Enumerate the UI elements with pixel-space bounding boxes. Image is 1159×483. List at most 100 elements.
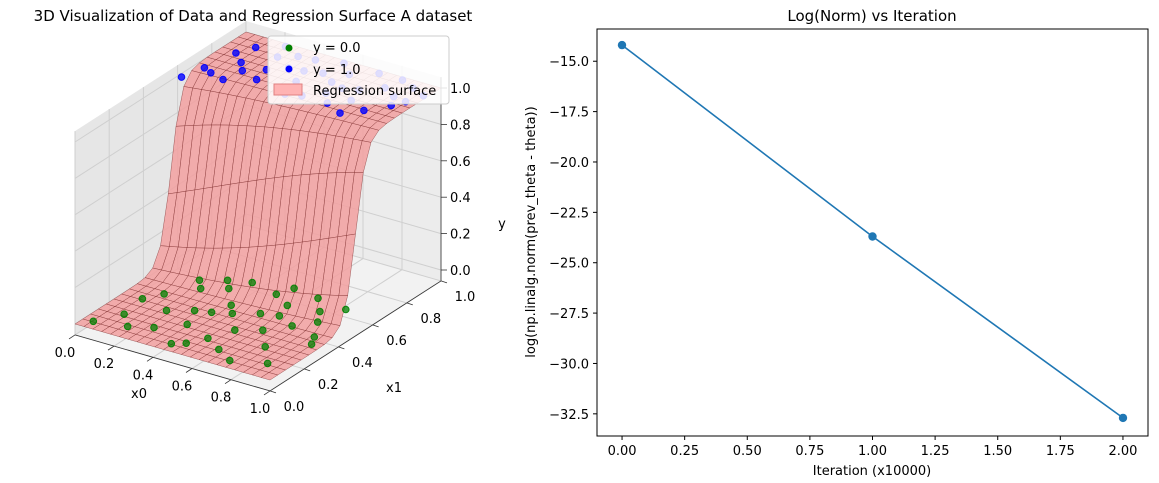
point-class0: [227, 301, 235, 310]
x0-tick: [107, 345, 115, 351]
x-tick-label: 0.00: [608, 444, 637, 459]
legend-label-class0: y = 0.0: [313, 41, 361, 56]
x0-tick-label: 0.0: [55, 346, 76, 361]
x0-tick-label: 0.4: [133, 368, 154, 383]
point-class0: [261, 343, 270, 351]
chart-2d-ticks: 0.00 0.25 0.50 0.75 1.00 1.25 1.50 1.75 2.00 −15.…: [549, 55, 1137, 459]
point-class1: [251, 43, 260, 52]
point-class0: [275, 312, 284, 320]
point-class0: [290, 284, 298, 293]
y-tick-label: −15.0: [549, 55, 589, 70]
chart-3d-axes: 0.0 0.2 0.4 0.6 0.8 1.0 0.0 0.2 0.4 0.6 0.8 1.0 0.0 0…: [55, 77, 476, 417]
x1-axis-line: [269, 280, 442, 392]
x-tick-label: 1.00: [858, 444, 887, 459]
legend-frame: [267, 35, 450, 105]
point-class0: [182, 339, 190, 348]
chart-3d: 3D Visualization of Data and Regression …: [34, 7, 506, 417]
x1-tick: [440, 280, 448, 284]
x0-tick-label: 0.2: [94, 357, 115, 372]
z-tick-label: 0.6: [450, 155, 471, 170]
y-axis-label-2d: log(np.linalg.norm(prev_theta - theta)): [524, 106, 539, 357]
point-class0: [226, 356, 234, 365]
point-class0: [342, 305, 350, 314]
series-point: [868, 232, 877, 241]
series-point: [617, 40, 627, 50]
x1-tick-label: 0.0: [284, 400, 305, 415]
x0-tick-label: 0.8: [211, 391, 232, 406]
point-class1: [200, 64, 209, 72]
point-class0: [248, 278, 256, 287]
legend-marker-class1: [285, 65, 293, 73]
point-class0: [150, 323, 158, 332]
point-class0: [162, 306, 171, 315]
chart-2d-title: Log(Norm) vs Iteration: [787, 7, 956, 25]
x0-tick: [224, 379, 232, 385]
point-class1: [207, 69, 215, 77]
y-tick-label: −27.5: [549, 307, 589, 322]
x-tick-label: 1.75: [1046, 444, 1075, 459]
x-tick-label: 1.25: [921, 444, 950, 459]
z-tick-label: 1.0: [450, 82, 471, 97]
point-class0: [231, 326, 239, 334]
point-class0: [183, 320, 191, 329]
x0-tick: [185, 368, 193, 373]
x-tick-label: 0.25: [670, 444, 699, 459]
legend-label-class1: y = 1.0: [313, 63, 361, 78]
x1-axis-label: x1: [386, 381, 402, 396]
point-class0: [223, 276, 232, 285]
point-class0: [160, 290, 168, 298]
legend-label-surface: Regression surface: [313, 84, 436, 99]
chart-3d-title: 3D Visualization of Data and Regression …: [34, 7, 473, 25]
point-class1: [238, 66, 247, 75]
point-class0: [123, 322, 132, 331]
x0-tick: [263, 390, 271, 396]
point-class0: [225, 284, 233, 293]
x1-tick-label: 0.4: [352, 356, 373, 371]
point-class1: [360, 106, 368, 115]
y-axis-label: y: [498, 217, 506, 232]
y-tick-label: −20.0: [549, 156, 589, 171]
point-class0: [196, 284, 205, 293]
x-tick-label: 0.50: [733, 444, 762, 459]
point-class1: [232, 49, 240, 57]
x0-tick: [68, 334, 76, 340]
point-class0: [316, 307, 324, 316]
point-class0: [272, 290, 281, 299]
x1-tick: [338, 346, 345, 350]
x-tick-label: 0.75: [795, 444, 824, 459]
series-line: [621, 44, 1124, 419]
point-class0: [204, 334, 212, 343]
y-tick-label: −17.5: [549, 106, 589, 121]
point-class0: [120, 310, 128, 319]
y-tick-label: −30.0: [549, 357, 589, 372]
x1-tick: [304, 368, 311, 372]
point-class1: [336, 109, 344, 117]
point-class0: [307, 340, 316, 349]
point-class0: [283, 301, 292, 310]
x1-tick-label: 0.6: [386, 334, 407, 349]
point-class0: [89, 317, 98, 326]
point-class0: [288, 322, 296, 330]
x1-tick-label: 0.2: [318, 378, 339, 393]
point-class0: [167, 339, 176, 348]
point-class1: [219, 75, 227, 84]
surface-facet: [260, 372, 279, 381]
x1-tick-label: 1.0: [455, 290, 476, 305]
x0-axis-line: [74, 334, 271, 392]
z-tick-label: 0.0: [450, 264, 471, 279]
point-class1: [177, 73, 186, 81]
point-class0: [263, 359, 272, 368]
x0-axis-label: x0: [131, 387, 147, 402]
x1-tick: [406, 302, 413, 306]
point-class1: [237, 58, 245, 67]
y-tick-label: −25.0: [549, 257, 589, 272]
point-class0: [314, 294, 322, 303]
chart-2d-series: [617, 40, 1128, 423]
point-class0: [256, 309, 265, 318]
x0-tick-label: 0.6: [172, 380, 193, 395]
z-tick-label: 0.4: [450, 191, 471, 206]
x1-tick-label: 0.8: [420, 312, 441, 327]
point-class1: [252, 75, 261, 84]
series-point: [1118, 413, 1128, 423]
z-tick-label: 0.2: [450, 228, 471, 243]
